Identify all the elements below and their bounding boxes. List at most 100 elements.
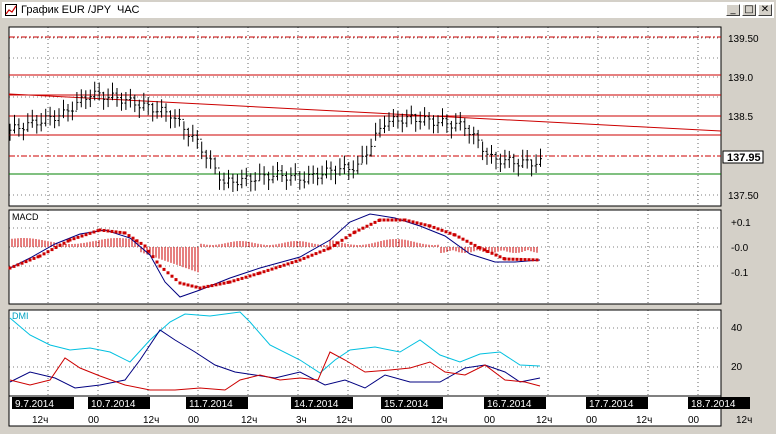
- macd-signal-dot: [498, 255, 502, 259]
- macd-signal-dot: [378, 218, 382, 222]
- date-label-box: [688, 397, 750, 409]
- maximize-button[interactable]: □: [742, 4, 756, 16]
- macd-signal-dot: [326, 247, 330, 251]
- macd-signal-dot: [155, 260, 159, 264]
- dmi-minus-line: [9, 351, 541, 391]
- date-label: 18.7.2014: [691, 399, 736, 410]
- macd-signal-dot: [118, 230, 122, 234]
- macd-signal-dot: [139, 241, 143, 245]
- price-axis-label: 139.50: [728, 34, 759, 45]
- macd-signal-dot: [348, 233, 352, 237]
- date-label: 14.7.2014: [294, 399, 339, 410]
- macd-signal-dot: [178, 281, 182, 285]
- hour-label: 12ч: [336, 415, 352, 426]
- hour-label: 00: [381, 415, 393, 426]
- minimize-button[interactable]: _: [726, 4, 740, 16]
- macd-signal-dot: [365, 224, 369, 228]
- macd-signal-dot: [36, 255, 40, 259]
- hour-label: 12ч: [736, 415, 752, 426]
- macd-signal-dot: [411, 220, 415, 224]
- macd-signal-dot: [123, 231, 127, 235]
- macd-signal-dot: [110, 229, 114, 233]
- macd-signal-dot: [386, 218, 390, 222]
- macd-axis-label: +0.1: [731, 218, 751, 229]
- macd-signal-dot: [270, 267, 274, 271]
- macd-signal-dot: [46, 250, 50, 254]
- macd-signal-dot: [448, 231, 452, 235]
- macd-signal-dot: [457, 235, 461, 239]
- macd-signal-dot: [98, 228, 102, 232]
- hour-label: 00: [484, 415, 496, 426]
- macd-signal-dot: [258, 271, 262, 275]
- trend-line: [8, 93, 722, 132]
- dmi-panel[interactable]: DMI 40 20: [8, 309, 743, 397]
- macd-signal-dot: [252, 273, 256, 277]
- window-title: График EUR /JPY ЧАС: [21, 4, 140, 16]
- macd-signal-dot: [143, 244, 147, 248]
- macd-signal-dot: [340, 238, 344, 242]
- macd-signal-dots: [8, 218, 539, 290]
- macd-signal-dot: [96, 229, 100, 233]
- macd-signal-dot: [16, 263, 20, 267]
- current-price-label: 137.95: [727, 152, 761, 164]
- macd-signal-dot: [423, 223, 427, 227]
- macd-signal-dot: [54, 245, 58, 249]
- hour-label: 12ч: [536, 415, 552, 426]
- current-price-marker: [722, 150, 764, 164]
- macd-signal-dot: [278, 265, 282, 268]
- macd-signal-dot: [58, 243, 62, 247]
- macd-signal-dot: [240, 276, 244, 280]
- macd-panel[interactable]: MACD +0.1 -0.0 -0.1: [8, 209, 752, 305]
- macd-signal-dot: [453, 233, 457, 237]
- chart-area[interactable]: 137.95 139.50 139.0 138.5 137.50 MACD +0…: [0, 20, 776, 434]
- macd-histogram: [11, 238, 538, 273]
- hour-label: 12ч: [241, 415, 257, 426]
- macd-signal-dot: [382, 218, 386, 222]
- date-label-box: [291, 397, 353, 409]
- macd-signal-dot: [465, 239, 469, 243]
- macd-signal-dot: [511, 257, 515, 261]
- macd-signal-dot: [135, 239, 139, 243]
- macd-signal-dot: [198, 286, 202, 290]
- macd-signal-dot: [206, 284, 210, 288]
- dmi-plot-frame: [8, 309, 722, 397]
- macd-signal-dot: [322, 248, 326, 252]
- macd-signal-dot: [158, 264, 162, 268]
- macd-signal-dot: [174, 278, 178, 282]
- macd-signal-dot: [302, 256, 306, 260]
- close-button[interactable]: ✕: [758, 4, 772, 16]
- macd-signal-dot: [114, 230, 118, 234]
- hour-label: 12ч: [143, 415, 159, 426]
- macd-signal-dot: [256, 272, 260, 276]
- macd-signal-dot: [440, 228, 444, 232]
- title-bar[interactable]: График EUR /JPY ЧАС _ □ ✕: [2, 2, 774, 18]
- macd-signal-dot: [478, 246, 482, 250]
- time-axis[interactable]: 9.7.2014 10.7.2014 11.7.2014 14.7.2014 15.7.…: [8, 395, 752, 427]
- macd-signal-dot: [8, 266, 12, 270]
- macd-signal-dot: [494, 253, 498, 257]
- date-label-box: [381, 397, 443, 409]
- hour-label: 12ч: [636, 415, 652, 426]
- macd-signal-dot: [328, 246, 332, 250]
- price-panel[interactable]: 137.95 139.50 139.0 138.5 137.50: [8, 26, 764, 207]
- date-label: 11.7.2014: [189, 399, 233, 410]
- date-label: 15.7.2014: [384, 399, 429, 410]
- hour-label: 00: [188, 415, 200, 426]
- macd-signal-dot: [432, 225, 436, 229]
- macd-signal-dot: [12, 264, 16, 268]
- date-label: 9.7.2014: [15, 399, 54, 410]
- macd-panel-label: MACD: [12, 212, 39, 222]
- macd-signal-dot: [419, 222, 423, 226]
- date-label-box: [586, 397, 648, 409]
- hour-label: 12ч: [431, 415, 447, 426]
- macd-signal-dot: [353, 230, 357, 234]
- macd-signal-dot: [28, 258, 32, 262]
- macd-signal-dot: [398, 218, 402, 222]
- macd-signal-dot: [80, 234, 84, 238]
- macd-signal-dot: [127, 234, 131, 238]
- chart-app-icon: [5, 4, 17, 16]
- macd-signal-dot: [190, 284, 194, 288]
- macd-signal-dot: [361, 226, 365, 230]
- macd-signal-dot: [357, 228, 361, 232]
